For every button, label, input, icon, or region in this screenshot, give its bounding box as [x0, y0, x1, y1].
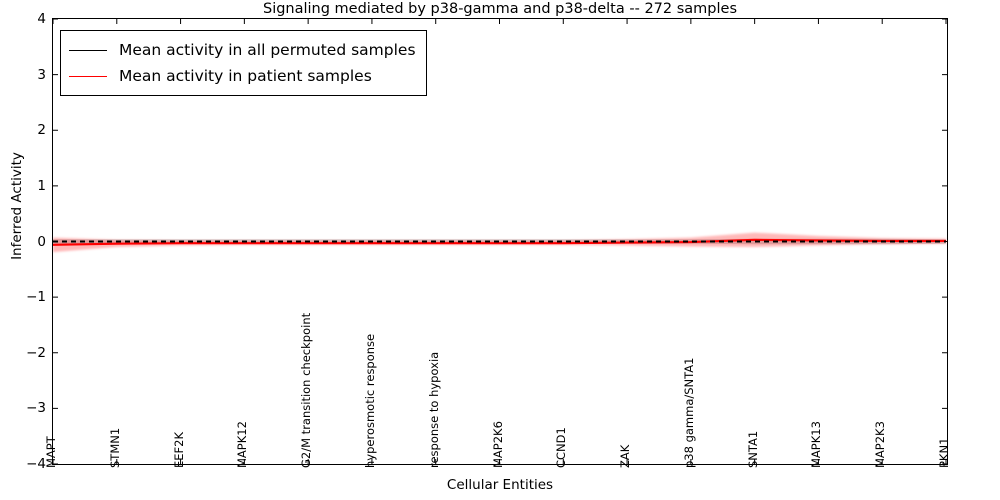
x-axis-tick-label: p38 gamma/SNTA1: [681, 357, 696, 468]
x-axis-tick-label: MAP2K3: [873, 421, 888, 468]
legend-entry: Mean activity in patient samples: [69, 63, 416, 89]
legend-line-swatch-patient: [69, 75, 107, 77]
x-axis-tick-label: SNTA1: [745, 430, 760, 468]
y-axis-tick-label: 1: [37, 177, 46, 194]
x-axis-tick-label: ZAK: [618, 444, 633, 468]
x-axis-tick-label: MAP2K6: [490, 421, 505, 468]
y-axis-tick-label: 4: [37, 11, 46, 27]
x-axis-tick-label: MAPK12: [235, 421, 250, 468]
legend-label: Mean activity in all permuted samples: [119, 41, 416, 59]
plot-canvas: [53, 19, 947, 464]
y-axis-tick-label: −4: [26, 456, 46, 472]
legend-label: Mean activity in patient samples: [119, 67, 372, 85]
legend-line-swatch-permuted: [69, 49, 107, 51]
x-axis-tick-label: hyperosmotic response: [362, 333, 377, 468]
legend-entry: Mean activity in all permuted samples: [69, 37, 416, 63]
x-axis-tick-label: STMN1: [107, 427, 122, 468]
x-axis-tick-label: MAPT: [44, 436, 58, 468]
y-axis-tick-label: 2: [37, 122, 46, 139]
chart-legend: Mean activity in all permuted samples Me…: [60, 30, 427, 96]
y-axis-tick-label: −1: [26, 289, 46, 306]
x-axis-tick-label: EEF2K: [171, 431, 186, 468]
y-axis-tick-label: −3: [26, 400, 46, 417]
x-axis-tick-label: response to hypoxia: [426, 351, 441, 468]
x-axis-tick-label: PKN1: [937, 437, 951, 468]
patient-mean-line: [53, 238, 946, 246]
y-axis-tick-label: 3: [37, 66, 46, 83]
y-axis-tick-label: −2: [26, 344, 46, 361]
y-axis-tick-label: 0: [37, 233, 46, 250]
chart-title: Signaling mediated by p38-gamma and p38-…: [262, 1, 737, 17]
x-axis-tick-label: MAPK13: [809, 421, 824, 468]
y-axis-tick-labels: 4 3 2 1 0 −1 −2 −3 −4: [8, 12, 46, 471]
x-axis-label: Cellular Entities: [446, 477, 554, 493]
x-axis-tick-label: G2/M transition checkpoint: [299, 312, 314, 468]
x-axis-tick-label: CCND1: [554, 427, 569, 468]
